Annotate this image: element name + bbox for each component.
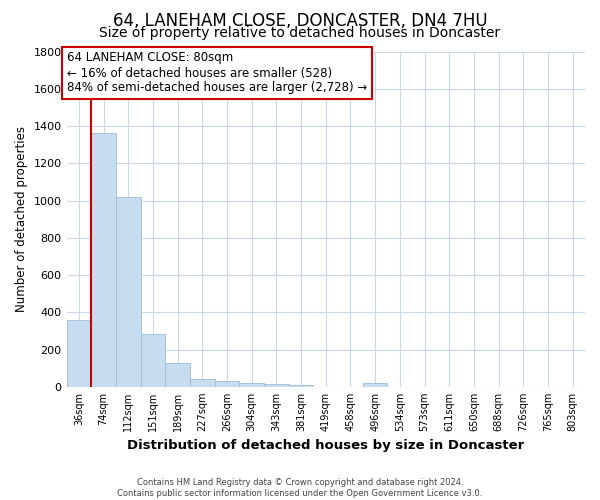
Text: Size of property relative to detached houses in Doncaster: Size of property relative to detached ho…: [100, 26, 500, 40]
Bar: [165, 362, 190, 387]
Bar: [140, 334, 165, 387]
Text: 64 LANEHAM CLOSE: 80sqm
← 16% of detached houses are smaller (528)
84% of semi-d: 64 LANEHAM CLOSE: 80sqm ← 16% of detache…: [67, 52, 367, 94]
Text: 64, LANEHAM CLOSE, DONCASTER, DN4 7HU: 64, LANEHAM CLOSE, DONCASTER, DN4 7HU: [113, 12, 487, 30]
Bar: [289, 385, 313, 387]
Bar: [190, 379, 215, 387]
Bar: [215, 381, 239, 387]
Bar: [116, 197, 140, 387]
Bar: [239, 384, 264, 387]
X-axis label: Distribution of detached houses by size in Doncaster: Distribution of detached houses by size …: [127, 440, 524, 452]
Bar: [67, 320, 91, 387]
Y-axis label: Number of detached properties: Number of detached properties: [15, 126, 28, 312]
Bar: [91, 134, 116, 387]
Text: Contains HM Land Registry data © Crown copyright and database right 2024.
Contai: Contains HM Land Registry data © Crown c…: [118, 478, 482, 498]
Bar: [363, 384, 388, 387]
Bar: [264, 384, 289, 387]
